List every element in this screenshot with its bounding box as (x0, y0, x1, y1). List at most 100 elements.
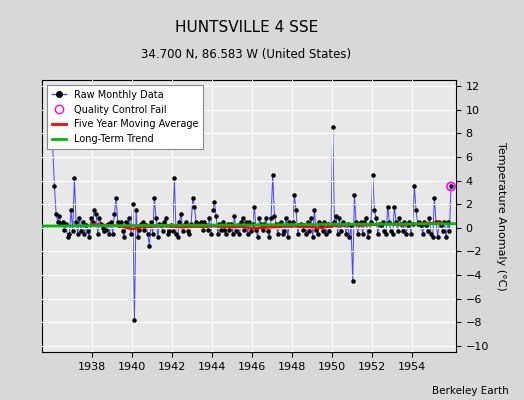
Point (279, 230, 287, 237)
Point (293, 230, 302, 237)
Point (118, 228, 127, 234)
Point (340, 221, 348, 228)
Point (365, 228, 374, 234)
Point (342, 230, 350, 237)
Point (115, 222, 124, 229)
Point (387, 228, 395, 234)
Point (402, 230, 410, 237)
Point (75, 215, 84, 222)
Point (242, 219, 250, 225)
Point (65, 230, 73, 237)
Text: 34.700 N, 86.583 W (United States): 34.700 N, 86.583 W (United States) (141, 48, 352, 61)
Point (439, 228, 447, 234)
Point (329, 124, 337, 130)
Point (334, 230, 342, 237)
Point (319, 228, 327, 234)
Point (283, 234, 292, 240)
Point (182, 219, 190, 225)
Point (192, 219, 200, 225)
Point (254, 234, 262, 240)
Point (127, 230, 135, 237)
Point (392, 219, 400, 225)
Point (52, 210, 60, 217)
Point (222, 230, 230, 237)
Point (250, 203, 258, 210)
Point (317, 222, 325, 229)
Point (397, 221, 405, 228)
Point (372, 215, 380, 222)
Point (390, 203, 399, 210)
Point (248, 221, 257, 228)
Point (388, 230, 397, 237)
Point (332, 213, 340, 219)
Point (344, 221, 352, 228)
Point (347, 222, 355, 229)
Point (147, 219, 155, 225)
Point (152, 215, 160, 222)
Point (339, 219, 347, 225)
Point (245, 219, 254, 225)
Point (217, 227, 225, 233)
Point (122, 219, 130, 225)
Point (320, 219, 329, 225)
Point (422, 222, 430, 229)
Point (199, 227, 207, 233)
Point (173, 234, 182, 240)
Point (352, 219, 360, 225)
Point (297, 221, 305, 228)
Point (179, 228, 187, 234)
Point (355, 221, 364, 228)
Point (94, 230, 102, 237)
Point (409, 221, 417, 228)
Point (205, 215, 214, 222)
Point (230, 213, 238, 219)
Point (128, 201, 137, 207)
Point (175, 219, 183, 225)
Point (432, 219, 440, 225)
Point (108, 230, 117, 237)
Point (185, 230, 193, 237)
Point (447, 183, 455, 190)
Point (374, 230, 382, 237)
Point (163, 230, 172, 237)
Point (140, 227, 149, 233)
Point (159, 228, 167, 234)
Point (202, 222, 210, 229)
Point (360, 219, 368, 225)
Point (225, 227, 234, 233)
Point (138, 219, 147, 225)
Point (335, 215, 344, 222)
Point (144, 230, 152, 237)
Point (368, 172, 377, 178)
Point (445, 228, 454, 234)
Point (413, 221, 422, 228)
Point (433, 234, 442, 240)
Point (303, 219, 312, 225)
Point (350, 192, 358, 198)
Point (260, 221, 269, 228)
Point (325, 228, 334, 234)
Point (120, 234, 128, 240)
Point (290, 192, 299, 198)
Point (154, 234, 162, 240)
Point (187, 221, 195, 228)
Point (100, 228, 108, 234)
Point (157, 222, 165, 229)
Point (89, 219, 97, 225)
Point (285, 219, 293, 225)
Point (203, 227, 212, 233)
Point (309, 234, 317, 240)
Point (447, 183, 455, 190)
Point (219, 219, 227, 225)
Point (190, 203, 199, 210)
Point (235, 230, 244, 237)
Point (425, 215, 433, 222)
Text: Berkeley Earth: Berkeley Earth (432, 386, 508, 396)
Point (274, 230, 282, 237)
Point (437, 222, 445, 229)
Point (442, 234, 450, 240)
Point (114, 219, 122, 225)
Point (149, 230, 157, 237)
Point (307, 215, 315, 222)
Point (134, 234, 142, 240)
